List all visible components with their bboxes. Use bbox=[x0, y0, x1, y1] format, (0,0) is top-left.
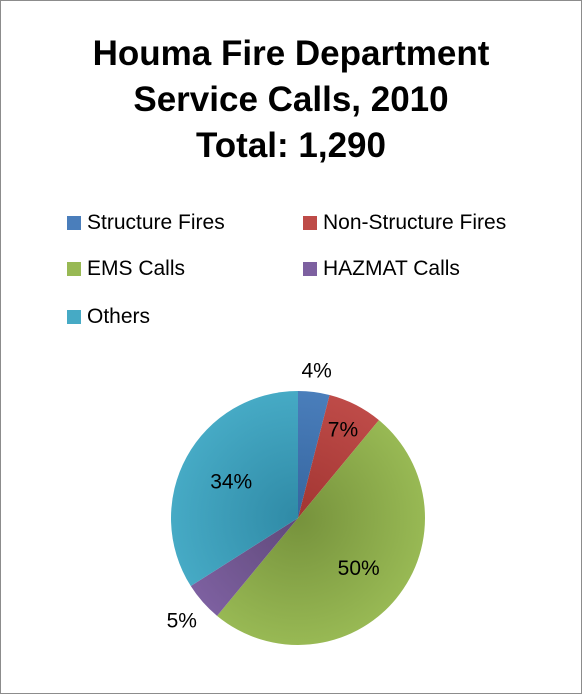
legend-swatch-ems-calls bbox=[67, 262, 81, 276]
legend-swatch-non-structure-fires bbox=[303, 216, 317, 230]
title-line-2: Service Calls, 2010 bbox=[133, 80, 449, 119]
legend-swatch-structure-fires bbox=[67, 216, 81, 230]
legend-swatch-others bbox=[67, 310, 81, 324]
legend-swatch-hazmat-calls bbox=[303, 262, 317, 276]
legend-label-others: Others bbox=[87, 305, 151, 328]
title-line-1: Houma Fire Department bbox=[92, 34, 490, 73]
chart-title: Houma Fire Department Service Calls, 201… bbox=[1, 31, 581, 169]
legend-item-ems-calls: EMS Calls bbox=[67, 257, 185, 281]
legend-label-hazmat-calls: HAZMAT Calls bbox=[323, 257, 460, 280]
legend-label-structure-fires: Structure Fires bbox=[87, 211, 225, 234]
legend-item-structure-fires: Structure Fires bbox=[67, 211, 225, 235]
legend-label-non-structure-fires: Non-Structure Fires bbox=[323, 211, 507, 234]
legend-item-hazmat-calls: HAZMAT Calls bbox=[303, 257, 460, 281]
legend-item-non-structure-fires: Non-Structure Fires bbox=[303, 211, 506, 235]
title-line-3: Total: 1,290 bbox=[196, 126, 386, 165]
legend-item-others: Others bbox=[67, 305, 150, 329]
legend-label-ems-calls: EMS Calls bbox=[87, 257, 186, 280]
